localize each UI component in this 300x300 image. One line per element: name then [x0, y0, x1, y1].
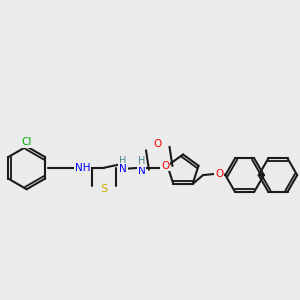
Text: S: S	[100, 184, 107, 194]
Text: Cl: Cl	[22, 137, 32, 147]
Text: H: H	[119, 156, 127, 166]
Text: NH: NH	[75, 163, 91, 173]
Text: O: O	[161, 161, 169, 171]
Text: H: H	[138, 156, 145, 166]
Text: O: O	[215, 169, 224, 178]
Text: N: N	[137, 167, 145, 176]
Text: N: N	[119, 164, 127, 174]
Text: O: O	[154, 139, 162, 149]
